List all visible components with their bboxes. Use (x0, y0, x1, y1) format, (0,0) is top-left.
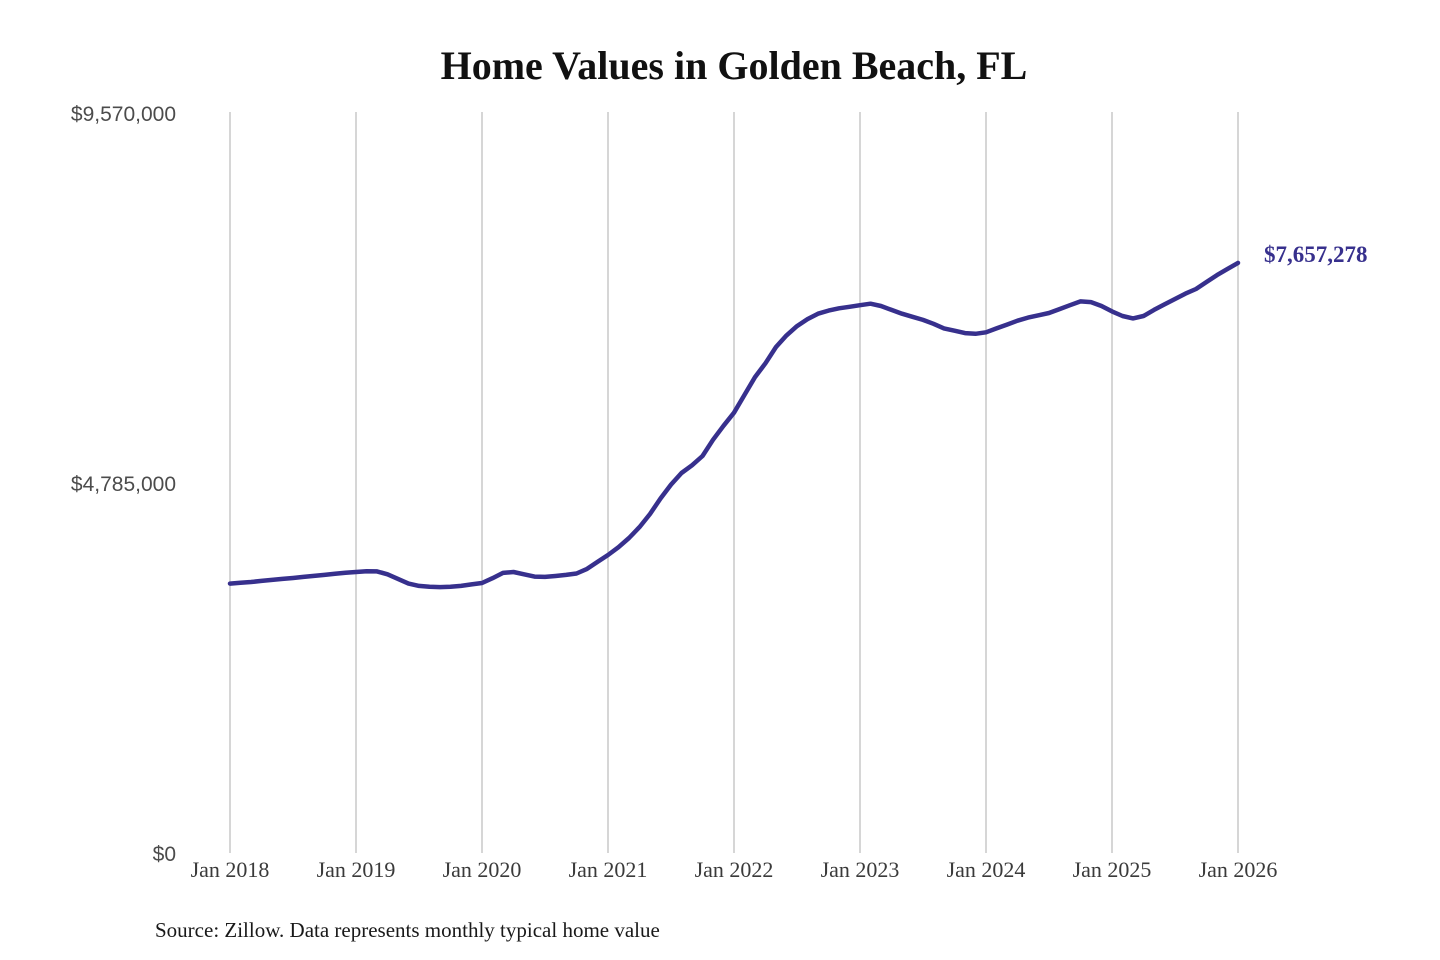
latest-value-label: $7,657,278 (1264, 242, 1368, 267)
y-tick-label: $4,785,000 (70, 473, 176, 496)
x-tick-label: Jan 2023 (820, 857, 900, 882)
source-note: Source: Zillow. Data represents monthly … (155, 918, 660, 942)
x-tick-label: Jan 2025 (1072, 857, 1152, 882)
y-tick-label: $0 (152, 843, 176, 866)
y-tick-label: $9,570,000 (70, 103, 176, 126)
x-tick-label: Jan 2020 (442, 857, 522, 882)
x-tick-label: Jan 2018 (190, 857, 270, 882)
chart-title: Home Values in Golden Beach, FL (440, 43, 1028, 88)
x-tick-label: Jan 2021 (568, 857, 648, 882)
x-tick-label: Jan 2026 (1198, 857, 1278, 882)
x-tick-label: Jan 2019 (316, 857, 396, 882)
home-value-series-line (227, 260, 1241, 590)
x-tick-label: Jan 2022 (694, 857, 774, 882)
x-tick-label: Jan 2024 (946, 857, 1026, 882)
